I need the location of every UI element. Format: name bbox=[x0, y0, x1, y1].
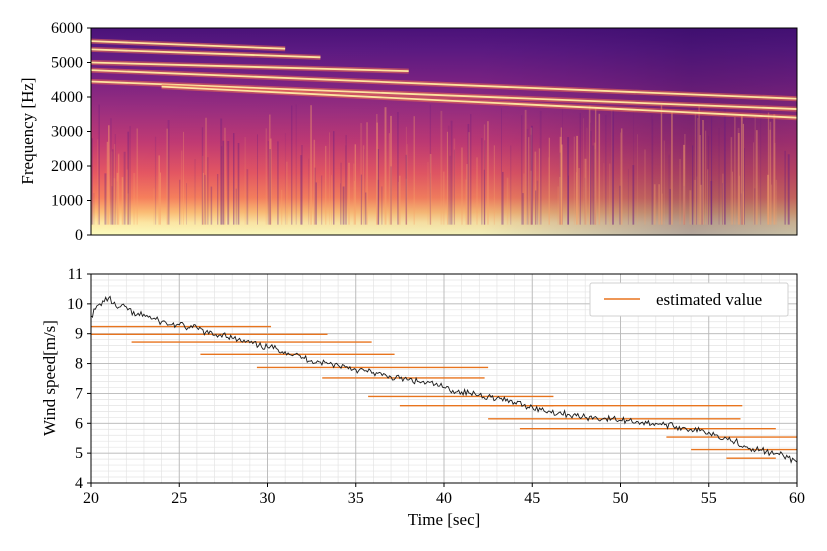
wind-y-tick-label: 6 bbox=[75, 415, 83, 432]
wind-y-tick-label: 5 bbox=[75, 445, 83, 462]
wind-x-tick-label: 40 bbox=[436, 490, 452, 507]
spectrogram-harmonic-band bbox=[91, 40, 286, 50]
spectrogram-streaks bbox=[91, 104, 790, 225]
spectrogram-y-tick-label: 5000 bbox=[51, 55, 83, 72]
spectrogram-y-tick-label: 0 bbox=[75, 227, 83, 244]
spectrogram-harmonic-band bbox=[91, 61, 409, 73]
spectrogram-harmonic-bands bbox=[91, 38, 797, 121]
wind-x-tick-label: 60 bbox=[789, 490, 805, 507]
wind-y-ticks: 4 5 6 7 8 9 10 11 bbox=[67, 266, 91, 492]
wind-x-tick-label: 30 bbox=[260, 490, 276, 507]
wind-x-tick-label: 50 bbox=[613, 490, 629, 507]
wind-x-tick-label: 25 bbox=[171, 490, 187, 507]
wind-x-ticks: 20 25 30 35 40 45 50 55 60 bbox=[83, 483, 805, 507]
spectrogram-upper-right-shade bbox=[91, 28, 797, 235]
spectrogram-harmonic-band bbox=[91, 80, 797, 110]
wind-y-tick-label: 7 bbox=[75, 385, 83, 402]
wind-y-tick-label: 11 bbox=[68, 266, 83, 283]
spectrogram-harmonic-band bbox=[161, 85, 797, 119]
spectrogram-y-tick-label: 6000 bbox=[51, 20, 83, 37]
spectrogram-harmonic-band bbox=[91, 69, 797, 100]
wind-x-tick-label: 55 bbox=[701, 490, 717, 507]
legend: estimated value bbox=[589, 282, 789, 317]
wind-x-tick-label: 20 bbox=[83, 490, 99, 507]
spectrogram-harmonic-band bbox=[91, 48, 321, 59]
wind-y-tick-label: 10 bbox=[67, 296, 83, 313]
spectrogram-y-ticks: 0 1000 2000 3000 4000 5000 6000 bbox=[51, 20, 91, 244]
spectrogram-y-tick-label: 4000 bbox=[51, 89, 83, 106]
wind-x-tick-label: 35 bbox=[348, 490, 364, 507]
spectrogram-y-tick-label: 1000 bbox=[51, 193, 83, 210]
wind-speed-line bbox=[91, 295, 797, 464]
spectrogram-y-tick-label: 3000 bbox=[51, 124, 83, 141]
legend-label-estimated-value: estimated value bbox=[656, 290, 762, 309]
spectrogram-y-axis-label: Frequency [Hz] bbox=[18, 77, 37, 184]
spectrogram-y-tick-label: 2000 bbox=[51, 158, 83, 175]
wind-x-tick-label: 45 bbox=[524, 490, 540, 507]
legend-box bbox=[589, 282, 789, 317]
wind-y-tick-label: 9 bbox=[75, 326, 83, 343]
wind-y-axis-label: Wind speed[m/s] bbox=[40, 320, 59, 436]
wind-y-tick-label: 8 bbox=[75, 356, 83, 373]
spectrogram-panel: 0 1000 2000 3000 4000 5000 6000 Frequency [Hz] bbox=[18, 20, 798, 244]
wind-y-tick-label: 4 bbox=[75, 475, 83, 492]
wind-x-axis-label: Time [sec] bbox=[408, 510, 481, 529]
